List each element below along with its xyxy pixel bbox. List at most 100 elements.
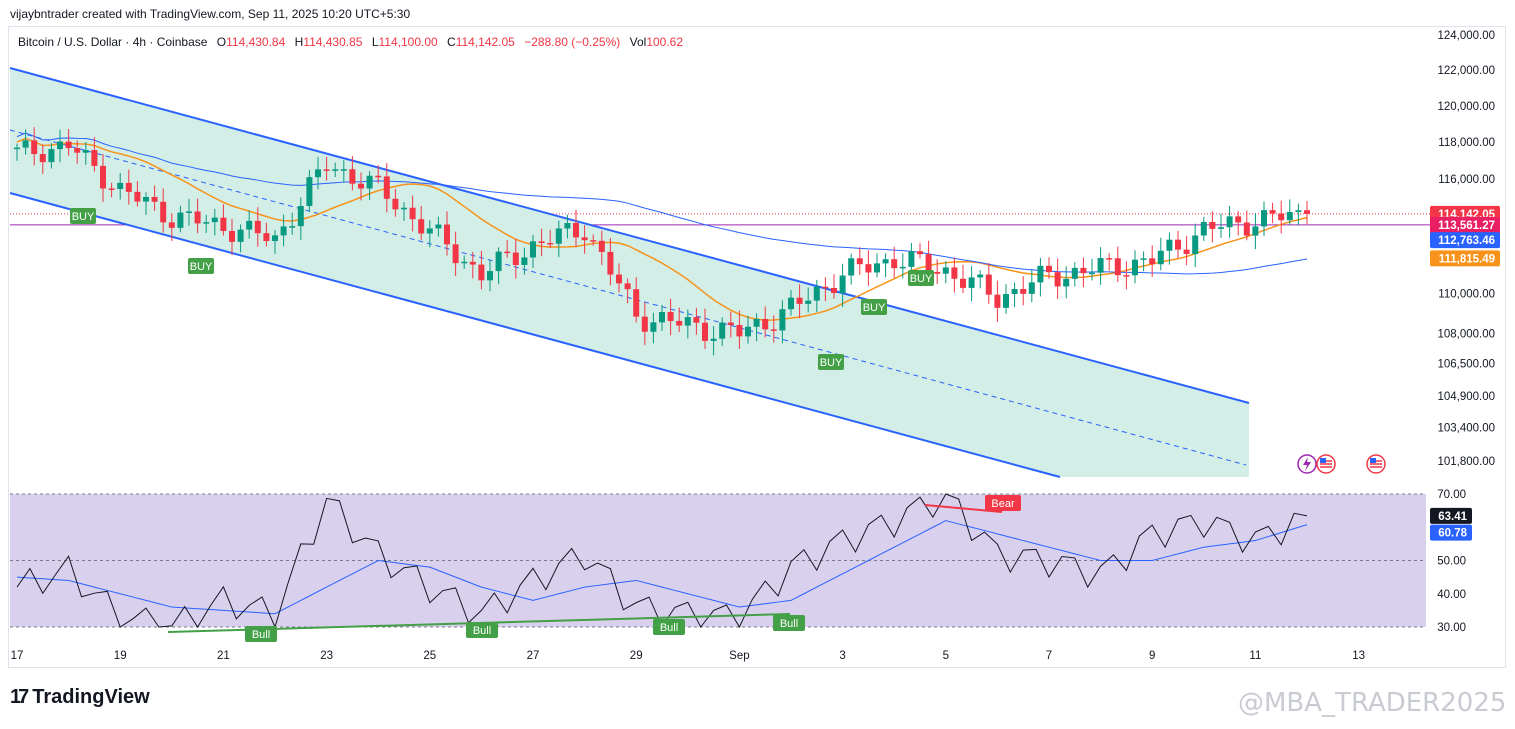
candle-body[interactable] [1261, 210, 1267, 227]
candle-body[interactable] [753, 318, 760, 327]
candle-body[interactable] [444, 224, 450, 245]
candle-body[interactable] [865, 264, 872, 273]
candle-body[interactable] [435, 224, 442, 229]
candle-body[interactable] [31, 140, 38, 155]
candle-body[interactable] [375, 175, 382, 178]
candle-body[interactable] [22, 140, 29, 148]
candle-body[interactable] [1226, 216, 1233, 228]
candle-body[interactable] [263, 233, 270, 242]
candle-body[interactable] [254, 220, 261, 234]
candle-body[interactable] [478, 264, 485, 281]
candle-body[interactable] [659, 312, 665, 323]
candle-body[interactable] [280, 226, 287, 236]
candle-body[interactable] [100, 165, 106, 189]
candle-body[interactable] [1200, 221, 1207, 236]
candle-body[interactable] [616, 274, 622, 284]
candle-body[interactable] [822, 286, 829, 289]
candle-body[interactable] [1192, 235, 1199, 255]
candle-body[interactable] [512, 252, 519, 265]
candle-body[interactable] [134, 191, 141, 202]
candle-body[interactable] [899, 266, 906, 269]
candle-body[interactable] [788, 297, 794, 310]
candle-body[interactable] [177, 212, 184, 228]
candle-body[interactable] [383, 176, 390, 199]
candle-body[interactable] [1235, 216, 1242, 223]
candle-body[interactable] [349, 169, 356, 184]
candle-body[interactable] [306, 177, 313, 206]
buy-signal-badge[interactable] [188, 258, 214, 274]
candle-body[interactable] [1132, 259, 1138, 276]
candle-body[interactable] [1243, 222, 1250, 236]
candle-body[interactable] [168, 222, 175, 228]
candle-body[interactable] [590, 240, 597, 242]
candle-body[interactable] [684, 317, 691, 326]
candle-body[interactable] [1003, 294, 1009, 308]
candle-body[interactable] [641, 316, 648, 332]
candle-body[interactable] [409, 207, 416, 220]
candle-body[interactable] [143, 196, 149, 202]
candle-body[interactable] [960, 278, 966, 288]
candle-body[interactable] [39, 154, 46, 163]
candle-body[interactable] [1063, 278, 1070, 287]
candle-body[interactable] [1054, 272, 1061, 287]
candle-body[interactable] [667, 312, 674, 321]
candle-body[interactable] [1278, 213, 1285, 221]
candle-body[interactable] [194, 211, 201, 224]
candle-body[interactable] [452, 244, 459, 264]
candle-body[interactable] [1028, 282, 1035, 294]
candle-body[interactable] [1304, 210, 1310, 214]
candle-body[interactable] [633, 289, 640, 317]
candle-body[interactable] [719, 322, 726, 339]
candle-body[interactable] [358, 183, 364, 189]
candle-body[interactable] [220, 217, 227, 232]
candle-body[interactable] [1011, 289, 1018, 295]
candle-body[interactable] [693, 317, 700, 323]
candle-body[interactable] [856, 258, 863, 265]
candle-body[interactable] [1252, 226, 1259, 236]
channel-lower-line[interactable] [9, 192, 1061, 478]
candle-body[interactable] [573, 223, 579, 238]
candle-body[interactable] [736, 325, 743, 337]
candle-body[interactable] [581, 237, 588, 241]
candle-body[interactable] [555, 228, 562, 244]
candle-body[interactable] [676, 320, 683, 326]
candle-body[interactable] [942, 267, 949, 274]
candle-body[interactable] [401, 207, 407, 210]
candle-body[interactable] [813, 286, 820, 301]
candle-body[interactable] [917, 251, 923, 255]
candle-body[interactable] [461, 261, 468, 264]
bull-signal-badge[interactable] [245, 626, 277, 642]
candle-body[interactable] [1175, 239, 1181, 250]
candle-body[interactable] [521, 257, 528, 265]
candle-body[interactable] [1020, 289, 1027, 294]
candle-body[interactable] [1089, 272, 1095, 275]
candle-body[interactable] [538, 241, 545, 243]
candle-body[interactable] [1157, 250, 1164, 265]
candle-body[interactable] [1123, 275, 1130, 277]
candle-body[interactable] [125, 182, 132, 192]
candle-body[interactable] [426, 228, 433, 234]
candle-body[interactable] [487, 271, 493, 281]
candle-body[interactable] [82, 150, 89, 153]
candle-body[interactable] [418, 219, 425, 234]
candle-body[interactable] [762, 318, 769, 330]
candle-body[interactable] [392, 198, 399, 210]
candle-body[interactable] [702, 322, 708, 341]
candle-body[interactable] [91, 150, 98, 166]
bull-signal-badge[interactable] [773, 615, 805, 631]
candle-body[interactable] [530, 241, 536, 258]
candle-body[interactable] [968, 277, 975, 288]
candle-body[interactable] [289, 226, 296, 228]
candle-body[interactable] [925, 254, 932, 272]
candle-body[interactable] [1080, 267, 1087, 274]
candle-body[interactable] [1071, 267, 1078, 279]
candle-body[interactable] [882, 259, 889, 264]
candle-body[interactable] [1295, 210, 1302, 212]
candle-body[interactable] [229, 231, 235, 242]
bull-signal-badge[interactable] [653, 619, 685, 635]
candle-body[interactable] [710, 338, 717, 341]
candle-body[interactable] [272, 235, 278, 242]
candle-body[interactable] [1149, 258, 1156, 265]
candle-body[interactable] [315, 169, 321, 178]
